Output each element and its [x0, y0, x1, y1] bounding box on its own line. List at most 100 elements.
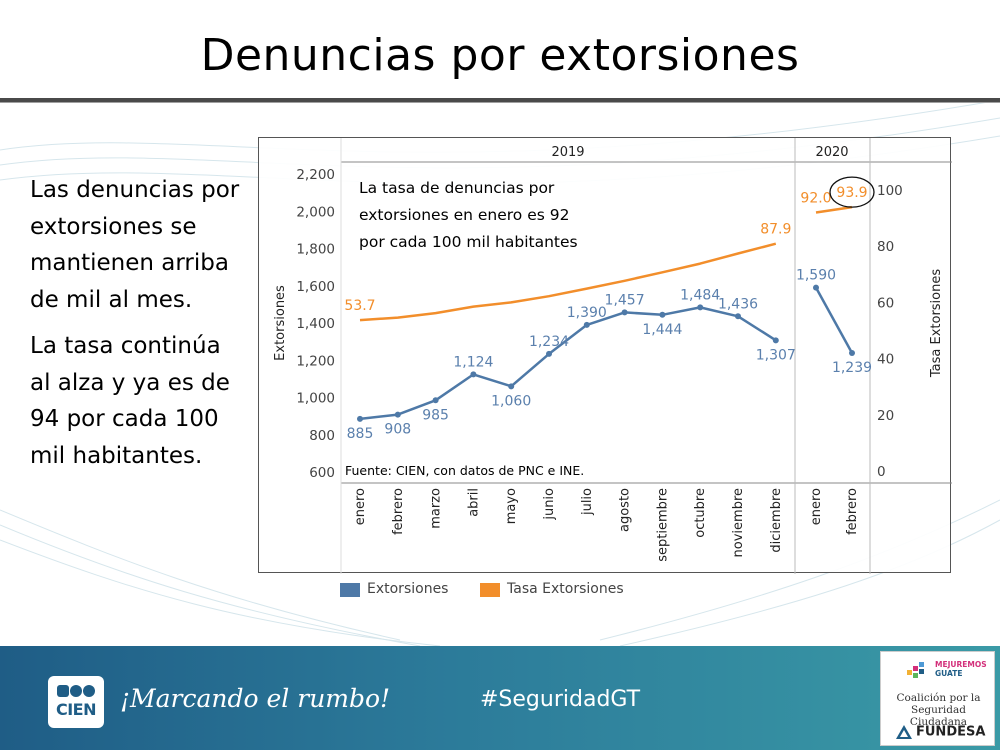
source-note: Fuente: CIEN, con datos de PNC e INE. [345, 463, 584, 478]
y-right-tick-label: 60 [877, 295, 894, 311]
extorsiones-point [697, 304, 704, 311]
mejuremos-guate-icon [907, 662, 924, 678]
extorsiones-data-label: 1,234 [529, 334, 569, 350]
legend-swatch-tasa [480, 583, 500, 597]
y-right-axis-title: Tasa Extorsiones [929, 269, 944, 379]
extorsiones-point [508, 383, 515, 390]
x-tick-label: septiembre [655, 488, 670, 562]
extorsiones-point [357, 415, 363, 422]
extorsiones-data-label: 1,307 [756, 347, 796, 363]
extorsiones-line-2020 [814, 286, 854, 354]
dual-axis-line-chart: 2019 20206008001,0001,2001,4001,6001,8002… [273, 138, 952, 574]
extorsiones-data-label: 1,444 [642, 322, 682, 338]
extorsiones-point [546, 350, 552, 357]
extorsiones-data-label: 885 [347, 426, 374, 442]
y-left-tick-label: 1,600 [296, 279, 335, 295]
legend-swatch-extorsiones [340, 583, 360, 597]
extorsiones-data-label: 1,436 [718, 296, 758, 312]
y-right-tick-label: 40 [877, 352, 894, 368]
y-left-tick-label: 600 [309, 465, 335, 481]
summary-paragraph-2: La tasa continúa al alza y ya es de 94 p… [30, 333, 230, 469]
x-tick-label: febrero [391, 488, 406, 535]
extorsiones-point [432, 397, 439, 404]
y-left-tick-label: 1,800 [296, 242, 335, 258]
fundesa-text: FUNDESA [916, 724, 986, 740]
x-tick-label: mayo [504, 488, 519, 524]
summary-text: Las denuncias por extorsiones se mantien… [30, 172, 245, 484]
year-header-2019: 2019 [551, 145, 584, 160]
y-right-tick-label: 80 [877, 239, 894, 255]
cien-logo: CIEN [48, 676, 104, 728]
annotation-line: por cada 100 mil habitantes [359, 233, 578, 251]
x-tick-label: marzo [429, 488, 444, 529]
y-left-axis-title: Extorsiones [273, 285, 288, 361]
x-tick-label: enero [353, 488, 368, 525]
tasa-line-2019 [359, 242, 777, 322]
y-left-tick-label: 1,000 [296, 391, 335, 407]
extorsiones-data-label: 1,484 [680, 287, 720, 303]
legend-label-tasa: Tasa Extorsiones [507, 581, 624, 597]
annotation-line: La tasa de denuncias por [359, 179, 555, 197]
extorsiones-data-label: 985 [422, 407, 449, 423]
tasa-data-label: 87.9 [760, 222, 791, 238]
x-tick-label: diciembre [769, 488, 784, 553]
extorsiones-point [813, 284, 819, 291]
mejuremos-guate-logo: MEJUREMOS GUATE [935, 660, 987, 678]
extorsiones-point [470, 371, 477, 378]
fundesa-logo: FUNDESA [895, 724, 995, 740]
extorsiones-point [735, 313, 741, 320]
mejuremos-text: MEJUREMOS [935, 660, 987, 669]
fundesa-icon [896, 725, 912, 739]
footer-bar [0, 646, 1000, 750]
extorsiones-data-label: 1,124 [453, 354, 493, 370]
extorsiones-point [621, 309, 628, 316]
highlight-circle [829, 176, 875, 208]
summary-paragraph-1: Las denuncias por extorsiones se mantien… [30, 177, 240, 313]
hashtag: #SeguridadGT [480, 687, 641, 712]
x-tick-label: noviembre [731, 488, 746, 557]
tasa-data-label: 93.9 [836, 185, 867, 201]
y-left-tick-label: 800 [309, 428, 335, 444]
extorsiones-point [659, 311, 666, 318]
y-right-tick-label: 20 [877, 408, 894, 424]
title-divider [0, 98, 1000, 103]
coalicion-logo-text: Coalición por la Seguridad Ciudadana [896, 692, 981, 728]
x-tick-label: octubre [693, 488, 708, 538]
extorsiones-data-label: 908 [384, 422, 411, 438]
extorsiones-point [583, 321, 590, 328]
partner-logos: MEJUREMOS GUATE Coalición por la Segurid… [880, 651, 995, 746]
extorsiones-point [849, 349, 855, 356]
extorsiones-point [772, 337, 779, 344]
x-tick-label: abril [466, 488, 481, 517]
tasa-line-2020 [815, 205, 853, 214]
extorsiones-data-label: 1,457 [605, 292, 645, 308]
y-left-tick-label: 2,000 [296, 204, 335, 220]
extorsiones-data-label: 1,239 [832, 360, 872, 376]
y-right-tick-label: 100 [877, 183, 903, 199]
y-left-tick-label: 1,400 [296, 316, 335, 332]
annotation-line: extorsiones en enero es 92 [359, 206, 569, 224]
legend-label-extorsiones: Extorsiones [367, 581, 449, 597]
guate-text: GUATE [935, 669, 963, 678]
extorsiones-data-label: 1,590 [796, 268, 836, 284]
x-tick-label: julio [580, 488, 595, 516]
y-left-tick-label: 2,200 [296, 167, 335, 183]
extorsiones-line-2019 [359, 306, 777, 421]
page-title: Denuncias por extorsiones [200, 30, 800, 81]
extorsiones-data-label: 1,390 [567, 305, 607, 321]
y-left-tick-label: 1,200 [296, 353, 335, 369]
tasa-data-label: 92.0 [800, 190, 831, 206]
year-header-2020: 2020 [815, 145, 848, 160]
cien-logo-text: CIEN [55, 700, 97, 719]
extorsiones-data-label: 1,060 [491, 393, 531, 409]
extorsiones-point [394, 411, 401, 418]
x-tick-label: enero [809, 488, 824, 525]
x-tick-label: junio [542, 488, 557, 521]
y-right-tick-label: 0 [877, 464, 886, 480]
slogan: ¡Marcando el rumbo! [120, 684, 391, 713]
chart-panel: 2019 2020 600 800 1,000 1,200 1,400 1,600 1,800 2… [258, 137, 952, 574]
tasa-data-label: 53.7 [344, 298, 375, 314]
cien-logo-icon [57, 685, 95, 697]
x-tick-label: agosto [618, 488, 633, 532]
x-tick-label: febrero [845, 488, 860, 535]
